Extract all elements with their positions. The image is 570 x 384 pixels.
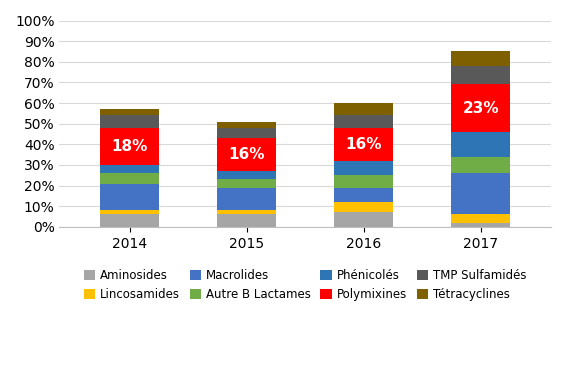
Text: 23%: 23% (462, 101, 499, 116)
Bar (451, 223, 510, 227)
Bar (100, 128, 159, 165)
Text: 16%: 16% (229, 147, 265, 162)
Bar (335, 116, 393, 128)
Bar (217, 128, 276, 138)
Bar (100, 210, 159, 215)
Bar (217, 171, 276, 179)
Bar (335, 175, 393, 188)
Bar (451, 157, 510, 173)
Bar (335, 188, 393, 202)
Bar (217, 215, 276, 227)
Bar (100, 173, 159, 184)
Bar (217, 122, 276, 128)
Text: 18%: 18% (111, 139, 148, 154)
Bar (451, 132, 510, 157)
Bar (100, 109, 159, 116)
Bar (100, 165, 159, 173)
Bar (100, 215, 159, 227)
Bar (335, 161, 393, 175)
Bar (335, 212, 393, 227)
Bar (335, 128, 393, 161)
Bar (335, 202, 393, 212)
Bar (217, 179, 276, 188)
Bar (217, 188, 276, 210)
Bar (451, 215, 510, 223)
Legend: Aminosides, Lincosamides, Macrolides, Autre B Lactames, Phénicolés, Polymixines,: Aminosides, Lincosamides, Macrolides, Au… (80, 266, 530, 305)
Bar (100, 184, 159, 210)
Bar (217, 210, 276, 215)
Text: 16%: 16% (345, 137, 382, 152)
Bar (100, 116, 159, 128)
Bar (451, 84, 510, 132)
Bar (451, 66, 510, 84)
Bar (451, 173, 510, 215)
Bar (217, 138, 276, 171)
Bar (451, 51, 510, 66)
Bar (335, 103, 393, 116)
